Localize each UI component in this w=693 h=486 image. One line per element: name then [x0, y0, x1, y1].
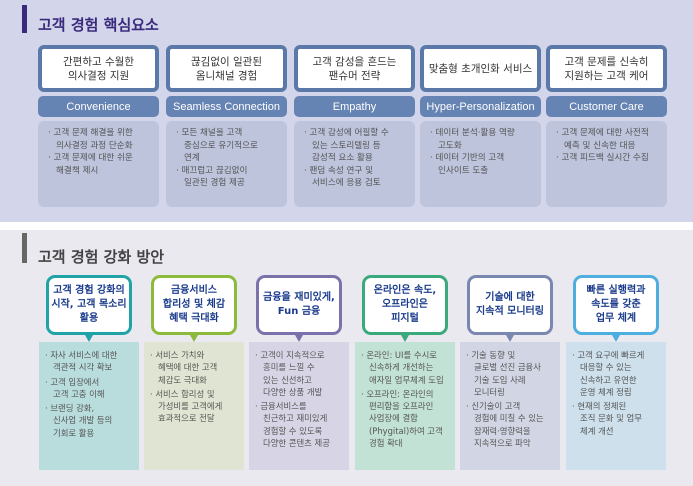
strategy-header: 금융을 재미있게, Fun 금융 [256, 275, 342, 335]
strategy-card: 기술에 대한 지속적 모니터링 · 기술 동향 및 글로벌 선진 금융사 기술 … [460, 275, 560, 470]
card-body: · 고객 문제에 대한 사전적 예측 및 신속한 대응 · 고객 피드백 실시간 … [546, 121, 667, 207]
bullet-item: · 매끄럽고 끊김없이 일관된 경험 제공 [176, 165, 248, 189]
card-body: · 고객 감성에 어필할 수 있는 스토리텔링 등 감성적 요소 활용 · 팬덤 … [294, 121, 415, 207]
title-accent-bar [22, 5, 27, 33]
bullet-item: · 팬덤 속성 연구 및 서비스에 응용 검토 [304, 165, 381, 189]
strategy-body: · 고객 요구에 빠르게 대응할 수 있는 신속하고 유연한 운영 체계 정립 ·… [566, 342, 666, 470]
arrow-down-icon [401, 335, 409, 342]
arrow-down-icon [85, 335, 93, 342]
strategy-header: 기술에 대한 지속적 모니터링 [467, 275, 553, 335]
card-label: Empathy [294, 96, 415, 117]
card-header: 고객 감성을 흔드는 팬슈머 전략 [294, 45, 415, 92]
bullet-item: · 오프라인: 온라인의 편리함을 오프라인 사업장에 결합 (Phygital… [361, 388, 443, 449]
strategy-body: · 온라인: UI를 수시로 신속하게 개선하는 애자일 업무체계 도입 · 오프… [355, 342, 455, 470]
bullet-item: · 서비스 합리성 및 가성비를 고객에게 효과적으로 전달 [150, 388, 223, 424]
core-element-card: 간편하고 수월한 의사결정 지원 Convenience · 고객 문제 해결을… [38, 45, 159, 207]
strategy-card: 고객 경험 강화의 시작, 고객 목소리 활용 · 자사 서비스에 대한 객관적… [39, 275, 139, 470]
card-label: Hyper-Personalization [420, 96, 541, 117]
bullet-item: · 신기술이 고객 경험에 미칠 수 있는 잠재력·영향력을 지속적으로 파악 [466, 401, 544, 449]
bullet-item: · 데이터 기반의 고객 인사이트 도출 [430, 153, 505, 176]
core-elements-section: 고객 경험 핵심요소 간편하고 수월한 의사결정 지원 Convenience … [0, 0, 693, 222]
strategy-body: · 고객이 지속적으로 흥미를 느낄 수 있는 신선하고 다양한 상품 개발 · … [249, 342, 349, 470]
strategy-header: 빠른 실행력과 속도를 갖춘 업무 체계 [573, 275, 659, 335]
bullet-item: · 고객 문제에 대한 쉬운 해결책 제시 [48, 153, 133, 176]
card-header: 고객 문제를 신속히 지원하는 고객 케어 [546, 45, 667, 92]
strategy-header: 고객 경험 강화의 시작, 고객 목소리 활용 [46, 275, 132, 335]
bullet-item: · 자사 서비스에 대한 객관적 시각 확보 [45, 350, 118, 373]
bullet-item: · 금융서비스를 친근하고 재미있게 경험할 수 있도록 다양한 콘텐츠 제공 [255, 401, 330, 449]
card-label: Convenience [38, 96, 159, 117]
bullet-item: · 기술 동향 및 글로벌 선진 금융사 기술 도입 사례 모니터링 [466, 350, 541, 397]
bullet-item: · 고객 요구에 빠르게 대응할 수 있는 신속하고 유연한 운영 체계 정립 [572, 350, 645, 397]
strategy-body: · 서비스 가치와 혜택에 대한 고객 체감도 극대화 · 서비스 합리성 및 가… [144, 342, 244, 470]
card-body: · 데이터 분석·활용 역량 고도화 · 데이터 기반의 고객 인사이트 도출 [420, 121, 541, 207]
core-element-card: 고객 감성을 흔드는 팬슈머 전략 Empathy · 고객 감성에 어필할 수… [294, 45, 415, 207]
card-header: 끊김없이 일관된 옴니채널 경험 [166, 45, 287, 92]
title-accent-bar [22, 233, 27, 263]
card-body: · 모든 채널을 고객 중심으로 유기적으로 연계 · 매끄럽고 끊김없이 일관된… [166, 121, 287, 207]
bullet-item: · 고객 문제 해결을 위한 의사결정 과정 단순화 [48, 128, 133, 151]
bullet-item: · 데이터 분석·활용 역량 고도화 [430, 128, 515, 151]
card-body: · 고객 문제 해결을 위한 의사결정 과정 단순화 · 고객 문제에 대한 쉬운… [38, 121, 159, 207]
bullet-item: · 서비스 가치와 혜택에 대한 고객 체감도 극대화 [150, 350, 218, 385]
bullet-item: · 고객이 지속적으로 흥미를 느낄 수 있는 신선하고 다양한 상품 개발 [255, 350, 325, 397]
card-header: 맞춤형 초개인화 서비스 [420, 45, 541, 92]
strategy-header: 금융서비스 합리성 및 체감 혜택 극대화 [151, 275, 237, 335]
section-title: 고객 경험 핵심요소 [38, 16, 159, 34]
card-label: Customer Care [546, 96, 667, 117]
core-element-card: 고객 문제를 신속히 지원하는 고객 케어 Customer Care · 고객… [546, 45, 667, 207]
section-title: 고객 경험 강화 방안 [38, 248, 165, 266]
bullet-item: · 현재의 정체된 조직 문화 및 업무 체계 개선 [572, 401, 642, 436]
card-label: Seamless Connection [166, 96, 287, 117]
bullet-item: · 모든 채널을 고객 중심으로 유기적으로 연계 [176, 128, 258, 163]
bullet-item: · 브랜딩 강화, 신사업 개발 등의 기회로 활용 [45, 403, 113, 438]
strategy-header: 온라인은 속도, 오프라인은 피지털 [362, 275, 448, 335]
bullet-item: · 고객 입장에서 고객 고충 이해 [45, 376, 105, 399]
core-element-card: 맞춤형 초개인화 서비스 Hyper-Personalization · 데이터… [420, 45, 541, 207]
strategy-card: 온라인은 속도, 오프라인은 피지털 · 온라인: UI를 수시로 신속하게 개… [355, 275, 455, 470]
core-element-card: 끊김없이 일관된 옴니채널 경험 Seamless Connection · 모… [166, 45, 287, 207]
arrow-down-icon [190, 335, 198, 342]
strategy-card: 금융을 재미있게, Fun 금융 · 고객이 지속적으로 흥미를 느낄 수 있는… [249, 275, 349, 470]
arrow-down-icon [295, 335, 303, 342]
bullet-item: · 고객 감성에 어필할 수 있는 스토리텔링 등 감성적 요소 활용 [304, 128, 389, 163]
arrow-down-icon [506, 335, 514, 342]
strategy-body: · 자사 서비스에 대한 객관적 시각 확보 · 고객 입장에서 고객 고충 이해… [39, 342, 139, 470]
bullet-item: · 고객 피드백 실시간 수집 [556, 153, 649, 163]
strategy-card: 금융서비스 합리성 및 체감 혜택 극대화 · 서비스 가치와 혜택에 대한 고… [144, 275, 244, 470]
card-header: 간편하고 수월한 의사결정 지원 [38, 45, 159, 92]
bullet-item: · 온라인: UI를 수시로 신속하게 개선하는 애자일 업무체계 도입 [361, 350, 444, 385]
arrow-down-icon [612, 335, 620, 342]
strategy-card: 빠른 실행력과 속도를 갖춘 업무 체계 · 고객 요구에 빠르게 대응할 수 … [566, 275, 666, 470]
bullet-item: · 고객 문제에 대한 사전적 예측 및 신속한 대응 [556, 128, 649, 151]
strategy-body: · 기술 동향 및 글로벌 선진 금융사 기술 도입 사례 모니터링 · 신기술이… [460, 342, 560, 470]
